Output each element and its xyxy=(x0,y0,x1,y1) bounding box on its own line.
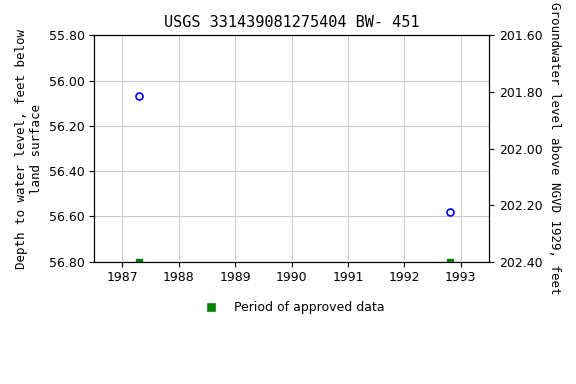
Title: USGS 331439081275404 BW- 451: USGS 331439081275404 BW- 451 xyxy=(164,15,419,30)
Y-axis label: Groundwater level above NGVD 1929, feet: Groundwater level above NGVD 1929, feet xyxy=(548,2,561,295)
Legend: Period of approved data: Period of approved data xyxy=(194,296,389,319)
Y-axis label: Depth to water level, feet below
land surface: Depth to water level, feet below land su… xyxy=(15,28,43,268)
